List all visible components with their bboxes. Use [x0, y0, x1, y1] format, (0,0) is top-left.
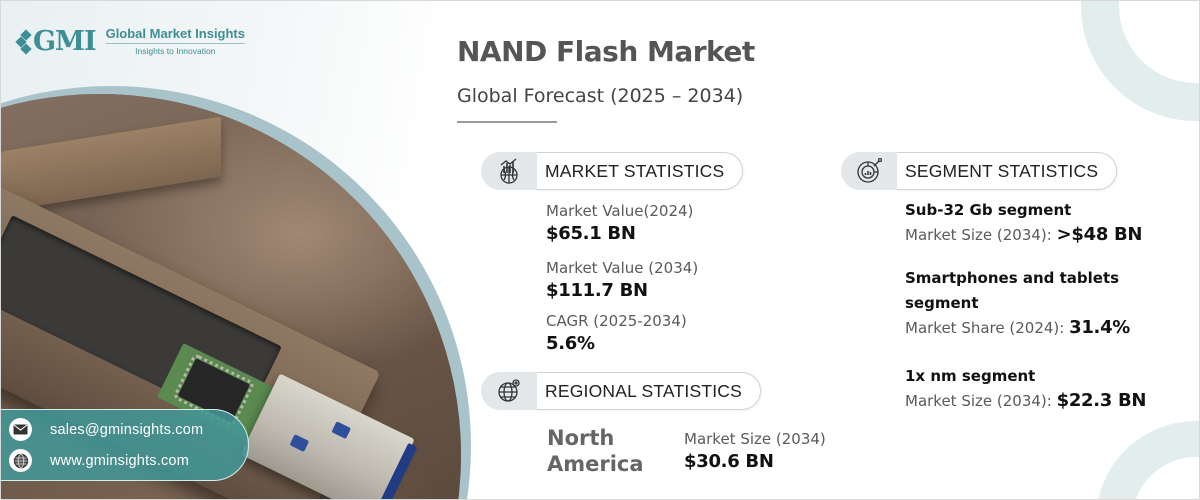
segment-2-metric-label: Market Share (2024): — [905, 319, 1070, 337]
segment-1-metric-value: >$48 BN — [1056, 224, 1143, 245]
cagr-label: CAGR (2025-2034) — [546, 312, 687, 330]
page-subtitle: Global Forecast (2025 – 2034) — [457, 85, 744, 107]
decorative-arc-bottom — [1096, 421, 1199, 499]
segment-1-title: Sub-32 Gb segment — [905, 201, 1072, 219]
contact-panel: sales@gminsights.com www.gminsights.com — [1, 409, 249, 481]
region-market-size-label: Market Size (2034) — [684, 430, 826, 448]
contact-website-row[interactable]: www.gminsights.com — [9, 449, 248, 472]
market-value-2024-value: $65.1 BN — [546, 223, 636, 244]
segment-3-metric-label: Market Size (2034): — [905, 392, 1057, 410]
contact-email[interactable]: sales@gminsights.com — [50, 421, 204, 438]
region-name-line1: North — [547, 426, 615, 450]
logo-mark: GMI — [33, 26, 97, 58]
segment-1-metric: Market Size (2034): >$48 BN — [905, 224, 1143, 245]
donut-chart-icon — [841, 152, 897, 190]
segment-statistics-label: SEGMENT STATISTICS — [897, 152, 1118, 190]
region-name-line2: America — [547, 452, 644, 476]
logo-diamonds-icon — [15, 28, 32, 55]
page-title: NAND Flash Market — [457, 35, 755, 68]
segment-3-metric: Market Size (2034): $22.3 BN — [905, 390, 1146, 411]
segment-2-title-line2: segment — [905, 294, 979, 312]
segment-3-metric-value: $22.3 BN — [1056, 390, 1147, 411]
market-value-2024-label: Market Value(2024) — [546, 202, 694, 220]
title-divider — [457, 121, 557, 123]
regional-statistics-label: REGIONAL STATISTICS — [537, 372, 761, 410]
decorative-arc-top — [1081, 1, 1199, 121]
segment-statistics-header: SEGMENT STATISTICS — [841, 152, 1118, 190]
segment-2-metric-value: 31.4% — [1069, 317, 1131, 338]
segment-2-title-line1: Smartphones and tablets — [905, 269, 1120, 287]
brand-tagline: Insights to Innovation — [135, 46, 216, 57]
gmi-logo[interactable]: GMI Global Market Insights Insights to I… — [15, 26, 245, 58]
contact-email-row[interactable]: sales@gminsights.com — [9, 418, 248, 441]
market-statistics-header: MARKET STATISTICS — [481, 152, 744, 190]
market-statistics-label: MARKET STATISTICS — [537, 152, 744, 190]
cagr-value: 5.6% — [546, 333, 595, 354]
market-value-2034-value: $111.7 BN — [546, 280, 648, 301]
brand-name: Global Market Insights — [105, 26, 245, 45]
regional-statistics-header: REGIONAL STATISTICS — [481, 372, 761, 410]
segment-2-metric: Market Share (2024): 31.4% — [905, 317, 1130, 338]
contact-website[interactable]: www.gminsights.com — [50, 452, 189, 469]
region-name: North America — [547, 425, 644, 477]
globe-icon — [9, 449, 32, 472]
market-value-2034-label: Market Value (2034) — [546, 259, 699, 277]
region-market-size-value: $30.6 BN — [684, 451, 774, 472]
globe-pin-icon — [481, 372, 537, 410]
mail-icon — [9, 418, 32, 441]
globe-chart-icon — [481, 152, 537, 190]
segment-1-metric-label: Market Size (2034): — [905, 226, 1057, 244]
segment-3-title: 1x nm segment — [905, 367, 1036, 385]
